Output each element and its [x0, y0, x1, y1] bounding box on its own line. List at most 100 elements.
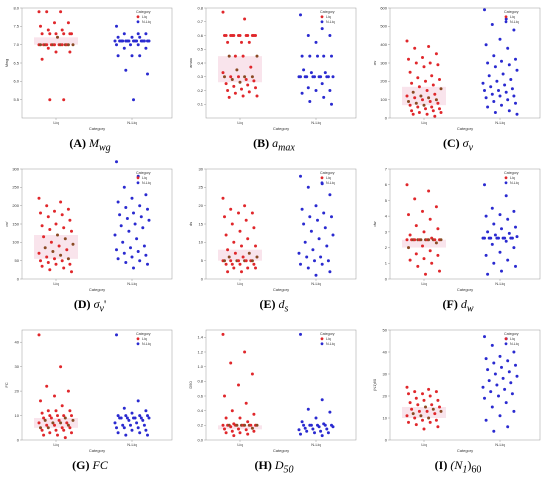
- caption-subscript: max: [278, 142, 295, 154]
- point-liq: [417, 111, 421, 114]
- point-liq: [416, 76, 420, 80]
- point-nliq: [506, 425, 510, 429]
- point-liq: [434, 205, 438, 209]
- point-nliq: [306, 185, 310, 189]
- point-nliq: [299, 13, 302, 17]
- point-nliq: [331, 233, 335, 237]
- point-nliq: [320, 434, 324, 438]
- point-nliq: [330, 54, 333, 58]
- point-liq: [246, 432, 250, 436]
- legend-marker: [320, 342, 324, 346]
- point-liq: [244, 401, 248, 405]
- point-liq: [70, 32, 73, 36]
- point-nliq: [512, 28, 516, 32]
- point-liq: [60, 28, 64, 32]
- x-tick-label: Liq: [237, 281, 242, 286]
- point-nliq: [115, 160, 118, 164]
- point-liq: [66, 423, 70, 427]
- point-liq: [405, 385, 409, 389]
- point-nliq: [129, 423, 132, 427]
- point-liq: [221, 196, 225, 200]
- point-nliq: [144, 253, 148, 257]
- x-tick-label: Liq: [53, 281, 58, 286]
- point-nliq: [323, 423, 327, 427]
- point-nliq: [313, 431, 316, 435]
- y-tick-label: 40: [15, 340, 20, 345]
- point-liq: [62, 428, 66, 432]
- point-nliq: [300, 420, 304, 424]
- point-nliq: [146, 262, 149, 266]
- point-liq: [37, 421, 41, 425]
- density-band: [34, 37, 78, 45]
- legend-title: Category: [320, 332, 335, 336]
- point-liq: [42, 433, 46, 437]
- point-liq: [227, 95, 231, 99]
- point-nliq: [322, 95, 326, 99]
- point-liq: [40, 224, 44, 228]
- point-liq: [427, 189, 431, 193]
- point-liq: [250, 75, 254, 79]
- density-band: [402, 239, 446, 248]
- caption-letter: (A): [69, 136, 89, 150]
- point-liq: [48, 228, 52, 231]
- point-nliq: [115, 24, 118, 28]
- point-nliq: [319, 75, 323, 79]
- point-liq: [237, 259, 240, 263]
- point-liq: [46, 261, 50, 264]
- point-liq: [246, 34, 250, 37]
- point-nliq: [142, 244, 146, 248]
- y-tick-label: 25: [199, 185, 204, 190]
- point-nliq: [124, 206, 128, 209]
- point-nliq: [484, 357, 488, 361]
- point-liq: [421, 244, 424, 248]
- point-nliq: [506, 359, 510, 363]
- y-axis-label: Mwg: [4, 59, 9, 67]
- point-nliq: [504, 17, 508, 21]
- point-nliq: [504, 194, 508, 198]
- point-liq: [431, 407, 435, 411]
- point-nliq: [146, 207, 149, 211]
- point-liq: [410, 407, 414, 411]
- point-liq: [39, 43, 42, 47]
- point-nliq: [486, 61, 490, 65]
- point-liq: [430, 403, 434, 407]
- point-nliq: [303, 240, 307, 244]
- point-liq: [53, 394, 56, 398]
- point-nliq: [136, 32, 140, 36]
- point-nliq: [490, 23, 494, 26]
- y-tick-label: 1.0: [197, 364, 203, 369]
- point-liq: [436, 425, 440, 429]
- density-band: [402, 407, 446, 418]
- panel-A: 5.5 6.0 6.5 7.0 7.5 8.0 Mwg Liq N-Liq Category Cat…: [0, 0, 180, 158]
- point-nliq: [129, 43, 132, 47]
- point-nliq: [504, 239, 508, 243]
- point-liq: [53, 423, 56, 427]
- point-liq: [254, 244, 257, 248]
- point-liq: [232, 34, 236, 37]
- point-liq: [427, 45, 431, 48]
- point-nliq: [146, 414, 149, 418]
- point-liq: [43, 418, 47, 422]
- point-liq: [226, 40, 230, 44]
- y-tick-label: 6: [385, 182, 388, 187]
- point-nliq: [515, 374, 519, 378]
- panel-I: 0 10 20 30 40 50 (N1)60 Liq N-Liq Category Categor…: [368, 322, 548, 480]
- x-axis-title: Category: [457, 287, 473, 292]
- y-tick-label: 20: [383, 393, 388, 398]
- point-nliq: [514, 363, 517, 367]
- y-axis-label: FC: [4, 382, 9, 387]
- point-liq: [238, 416, 242, 420]
- point-liq: [68, 426, 72, 430]
- point-nliq: [484, 96, 488, 100]
- legend-marker: [136, 342, 140, 346]
- panel-C: 0 100 200 300 400 500 600 σv Liq N-Liq Category Cat…: [368, 0, 548, 158]
- point-nliq: [503, 83, 507, 87]
- point-nliq: [486, 368, 490, 372]
- point-liq: [229, 207, 233, 211]
- point-nliq: [506, 258, 510, 262]
- point-liq: [235, 68, 239, 72]
- point-liq: [246, 266, 250, 270]
